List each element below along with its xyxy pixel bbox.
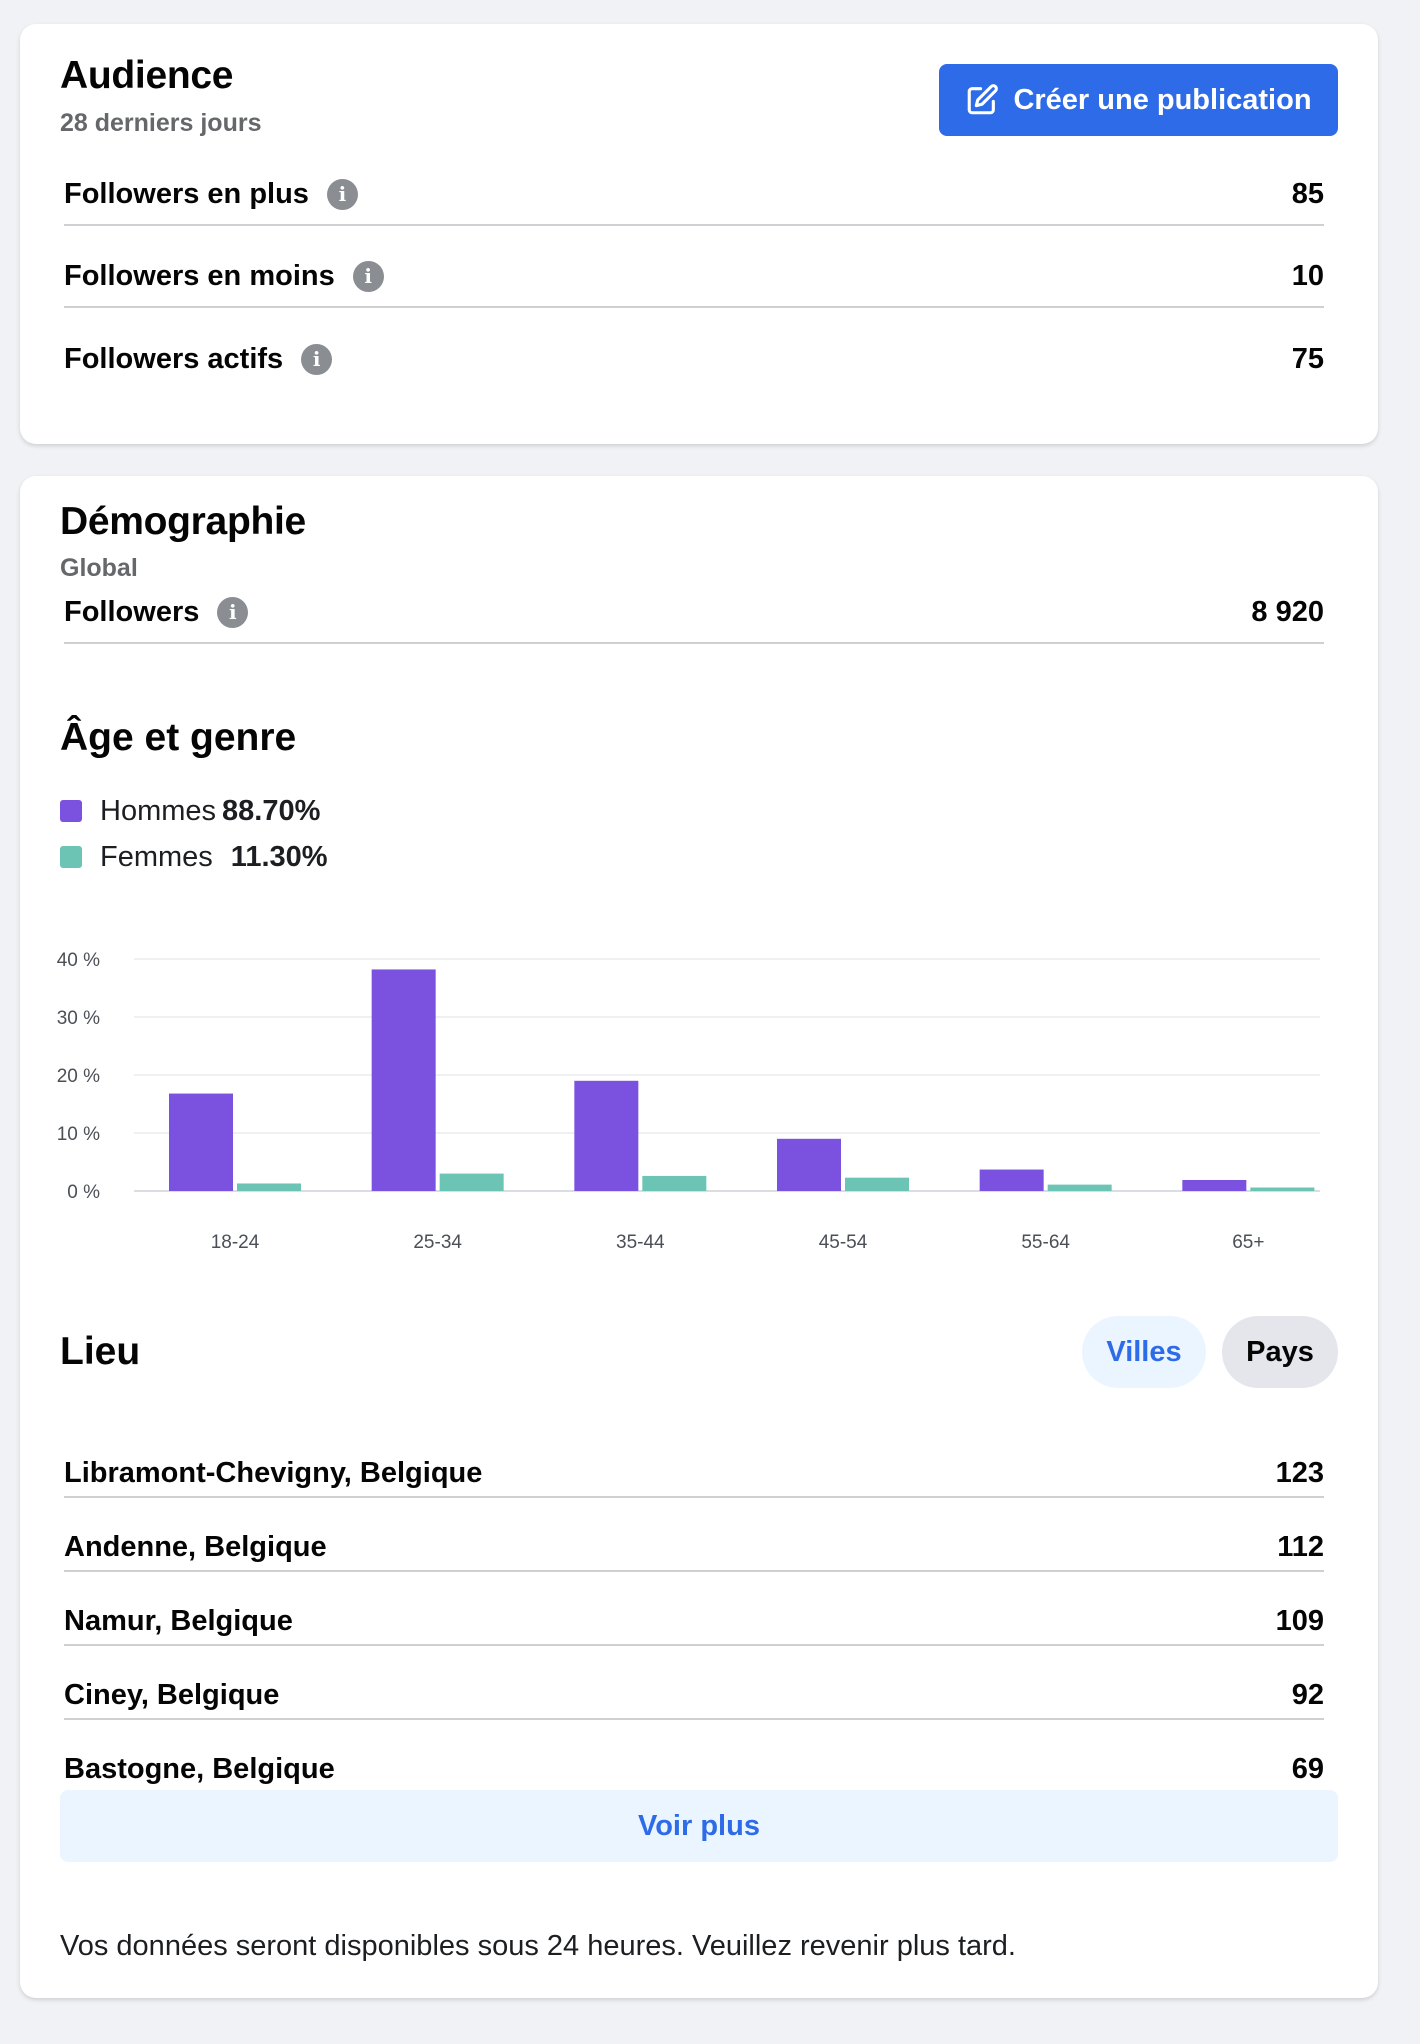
see-more-button[interactable]: Voir plus [60, 1790, 1338, 1862]
legend-value: 11.30% [230, 840, 328, 873]
audience-subtitle: 28 derniers jours [60, 109, 262, 137]
location-value: 112 [1277, 1531, 1324, 1563]
info-icon[interactable]: i [352, 260, 384, 292]
legend-item-women: Femmes 11.30% [60, 834, 328, 880]
x-tick-label: 45-54 [819, 1232, 868, 1253]
bar-femmes-45-54 [845, 1177, 909, 1191]
data-availability-note: Vos données seront disponibles sous 24 h… [60, 1930, 1016, 1962]
metric-label: Followers [64, 595, 200, 628]
bar-hommes-25-34 [371, 969, 436, 1191]
x-tick-label: 18-24 [211, 1232, 260, 1253]
x-tick-label: 55-64 [1021, 1232, 1070, 1253]
legend-swatch [60, 800, 82, 822]
metric-label: Followers en plus [64, 177, 309, 210]
location-row: Bastogne, Belgique 69 [64, 1722, 1324, 1794]
demographics-title: Démographie [60, 500, 306, 543]
audience-title: Audience [60, 54, 234, 97]
location-value: 109 [1275, 1605, 1324, 1637]
location-row: Andenne, Belgique 112 [64, 1500, 1324, 1572]
y-tick-label: 30 % [57, 1008, 100, 1029]
legend-value: 88.70% [222, 794, 321, 827]
audience-card: Audience 28 derniers jours Créer une pub… [20, 24, 1378, 444]
y-tick-label: 20 % [57, 1066, 100, 1087]
bar-hommes-55-64 [979, 1169, 1044, 1191]
demographics-subtitle: Global [60, 554, 138, 582]
metric-value: 8 920 [1251, 595, 1324, 628]
metric-label: Followers actifs [64, 342, 284, 375]
metric-row-followers-gained: Followers en plus i 85 [64, 164, 1324, 226]
metric-row-followers-active: Followers actifs i 75 [64, 328, 1324, 390]
metric-value: 85 [1291, 177, 1324, 210]
metric-row-followers-lost: Followers en moins i 10 [64, 246, 1324, 308]
location-value: 69 [1291, 1753, 1324, 1785]
bar-hommes-45-54 [777, 1138, 841, 1191]
create-post-label: Créer une publication [1013, 83, 1312, 116]
legend-swatch [60, 846, 82, 868]
bar-femmes-18-24 [237, 1183, 301, 1191]
info-icon[interactable]: i [217, 596, 249, 628]
x-tick-label: 65+ [1232, 1232, 1264, 1253]
legend-name: Hommes [100, 794, 217, 827]
tab-cities[interactable]: Villes [1082, 1316, 1206, 1388]
bar-femmes-25-34 [439, 1173, 504, 1191]
bar-hommes-18-24 [169, 1093, 233, 1191]
location-name: Namur, Belgique [64, 1605, 293, 1637]
legend-item-men: Hommes 88.70% [60, 788, 328, 834]
tab-countries[interactable]: Pays [1222, 1316, 1338, 1388]
chart-legend: Hommes 88.70% Femmes 11.30% [60, 788, 328, 880]
age-gender-bar-chart: 0 % 10 % 20 % 30 % 40 % 18-24 25-34 35-44 45-54 5… [57, 950, 1320, 1253]
location-value: 123 [1275, 1457, 1324, 1489]
location-row: Libramont-Chevigny, Belgique 123 [64, 1426, 1324, 1498]
location-name: Andenne, Belgique [64, 1531, 327, 1563]
location-row: Namur, Belgique 109 [64, 1574, 1324, 1646]
age-gender-title: Âge et genre [60, 716, 297, 759]
edit-icon [968, 84, 999, 115]
y-tick-label: 40 % [57, 950, 100, 971]
x-tick-label: 35-44 [616, 1232, 665, 1253]
x-tick-label: 25-34 [413, 1232, 462, 1253]
location-row: Ciney, Belgique 92 [64, 1648, 1324, 1720]
bar-hommes-35-44 [574, 1080, 639, 1191]
location-name: Ciney, Belgique [64, 1679, 280, 1711]
metric-value: 10 [1291, 259, 1324, 292]
demographics-card: Démographie Global Followers i 8 920 Âge … [20, 476, 1378, 1998]
bar-hommes-65+ [1182, 1179, 1247, 1191]
location-name: Bastogne, Belgique [64, 1753, 335, 1785]
info-icon[interactable]: i [301, 343, 333, 375]
location-name: Libramont-Chevigny, Belgique [64, 1457, 483, 1489]
metric-row-followers-total: Followers i 8 920 [64, 582, 1324, 644]
y-tick-label: 10 % [57, 1124, 100, 1145]
metric-value: 75 [1291, 342, 1324, 375]
bar-femmes-65+ [1250, 1187, 1315, 1191]
info-icon[interactable]: i [326, 178, 358, 210]
location-title: Lieu [60, 1330, 141, 1373]
legend-name: Femmes [100, 840, 213, 873]
location-value: 92 [1291, 1679, 1324, 1711]
y-tick-label: 0 % [67, 1182, 100, 1203]
bar-femmes-35-44 [642, 1175, 707, 1191]
metric-label: Followers en moins [64, 259, 335, 292]
bar-femmes-55-64 [1047, 1184, 1112, 1191]
create-post-button[interactable]: Créer une publication [939, 64, 1338, 136]
